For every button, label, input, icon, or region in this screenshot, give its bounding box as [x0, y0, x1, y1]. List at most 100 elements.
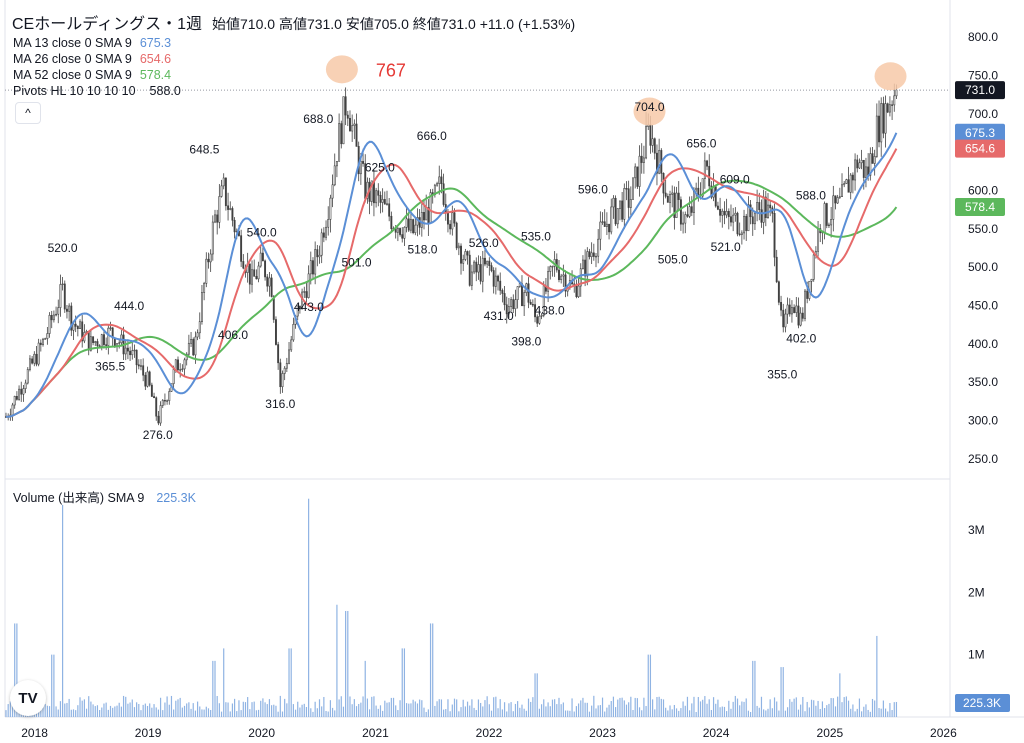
volume-bar	[173, 709, 175, 717]
time-tick-label: 2019	[135, 726, 162, 740]
candle-body	[163, 399, 166, 402]
candle-body	[35, 353, 38, 365]
candle-body	[743, 215, 745, 234]
volume-bar	[756, 705, 758, 717]
volume-bar	[689, 710, 691, 717]
legend-ma26[interactable]: MA 26 close 0 SMA 9 654.6	[13, 52, 171, 66]
candle-body	[512, 299, 515, 310]
price-tick-label: 250.0	[968, 452, 998, 466]
candle-body	[658, 150, 661, 174]
candle-body	[475, 261, 478, 273]
candle-body	[370, 180, 373, 202]
pivot-label: 443.0	[294, 300, 324, 314]
candle-body	[788, 304, 791, 315]
volume-bar	[852, 704, 854, 717]
volume-bar	[850, 708, 852, 717]
volume-bar	[136, 702, 138, 717]
candle-body	[790, 307, 793, 315]
volume-bar	[345, 610, 347, 717]
volume-bar	[44, 704, 46, 717]
collapse-legend-button[interactable]: ^	[15, 102, 41, 124]
volume-bar	[558, 697, 560, 717]
candle-body	[547, 271, 550, 292]
legend-ma52[interactable]: MA 52 close 0 SMA 9 578.4	[13, 68, 171, 82]
candle-body	[183, 359, 186, 370]
legend-ma13[interactable]: MA 13 close 0 SMA 9 675.3	[13, 36, 171, 50]
volume-bar	[680, 708, 682, 717]
volume-bar	[162, 710, 164, 717]
volume-bar	[523, 708, 525, 717]
volume-bar	[660, 698, 662, 717]
highlight-circle	[325, 55, 358, 84]
candle-body	[405, 218, 408, 228]
volume-bar	[823, 708, 826, 717]
legend-pivots[interactable]: Pivots HL 10 10 10 10 588.0	[13, 84, 181, 98]
candle-body	[780, 302, 783, 311]
legend-pivots-label: Pivots HL 10 10 10 10	[13, 84, 136, 98]
volume-bar	[260, 700, 262, 717]
volume-bar	[656, 697, 658, 717]
candle-body	[882, 103, 885, 134]
candle-body	[118, 342, 121, 344]
volume-bar	[545, 706, 547, 717]
peak-annotation: 767	[376, 60, 406, 80]
volume-bar	[327, 711, 329, 717]
volume-bar	[157, 709, 159, 717]
volume-bar	[236, 711, 238, 717]
candle-body	[801, 312, 804, 319]
volume-bar	[122, 695, 125, 717]
candle-body	[242, 261, 245, 269]
time-tick-label: 2025	[817, 726, 844, 740]
volume-bar	[16, 623, 18, 717]
candle-body	[793, 307, 796, 313]
volume-bar	[591, 705, 593, 717]
volume-bar	[493, 697, 495, 717]
candle-body	[401, 234, 404, 239]
volume-bar	[845, 696, 847, 717]
volume-bar	[580, 700, 582, 717]
candle-body	[858, 162, 861, 169]
volume-legend[interactable]: Volume (出来高) SMA 9 225.3K	[13, 487, 196, 506]
volume-bar	[11, 703, 14, 717]
candle-body	[447, 211, 449, 225]
candle-body	[817, 228, 820, 252]
volume-bar	[758, 707, 760, 717]
candle-body	[677, 192, 680, 200]
pivot-label: 520.0	[48, 241, 78, 255]
candle-body	[216, 214, 219, 223]
volume-bar	[186, 703, 188, 717]
candle-body	[745, 215, 748, 232]
candle-body	[425, 207, 428, 221]
candle-body	[601, 221, 604, 223]
candle-body	[292, 324, 295, 341]
candle-body	[851, 174, 854, 181]
volume-bar	[397, 710, 399, 717]
candle-body	[869, 153, 872, 176]
candle-body	[290, 339, 293, 351]
pivot-label: 535.0	[521, 229, 551, 243]
candle-body	[588, 251, 591, 258]
tradingview-logo-icon[interactable]: TV	[10, 680, 46, 716]
candle-body	[48, 314, 51, 334]
volume-bar	[543, 699, 545, 717]
symbol-title[interactable]: CEホールディングス・1週	[12, 16, 203, 33]
volume-bar	[484, 700, 486, 717]
candle-body	[725, 210, 728, 216]
candle-body	[259, 252, 262, 267]
pivot-label: 505.0	[658, 252, 688, 266]
candle-body	[753, 212, 756, 225]
candle-body	[470, 271, 473, 286]
candle-body	[468, 254, 471, 286]
candle-body	[124, 347, 127, 355]
volume-bar	[510, 702, 512, 717]
candle-body	[412, 219, 415, 234]
pivot-label: 431.0	[484, 309, 514, 323]
candle-body	[388, 203, 391, 217]
candle-body	[514, 299, 517, 310]
candle-body	[497, 275, 499, 282]
candle-body	[782, 309, 785, 328]
candle-body	[845, 179, 848, 184]
volume-bar	[647, 654, 649, 717]
volume-bar	[179, 697, 181, 717]
